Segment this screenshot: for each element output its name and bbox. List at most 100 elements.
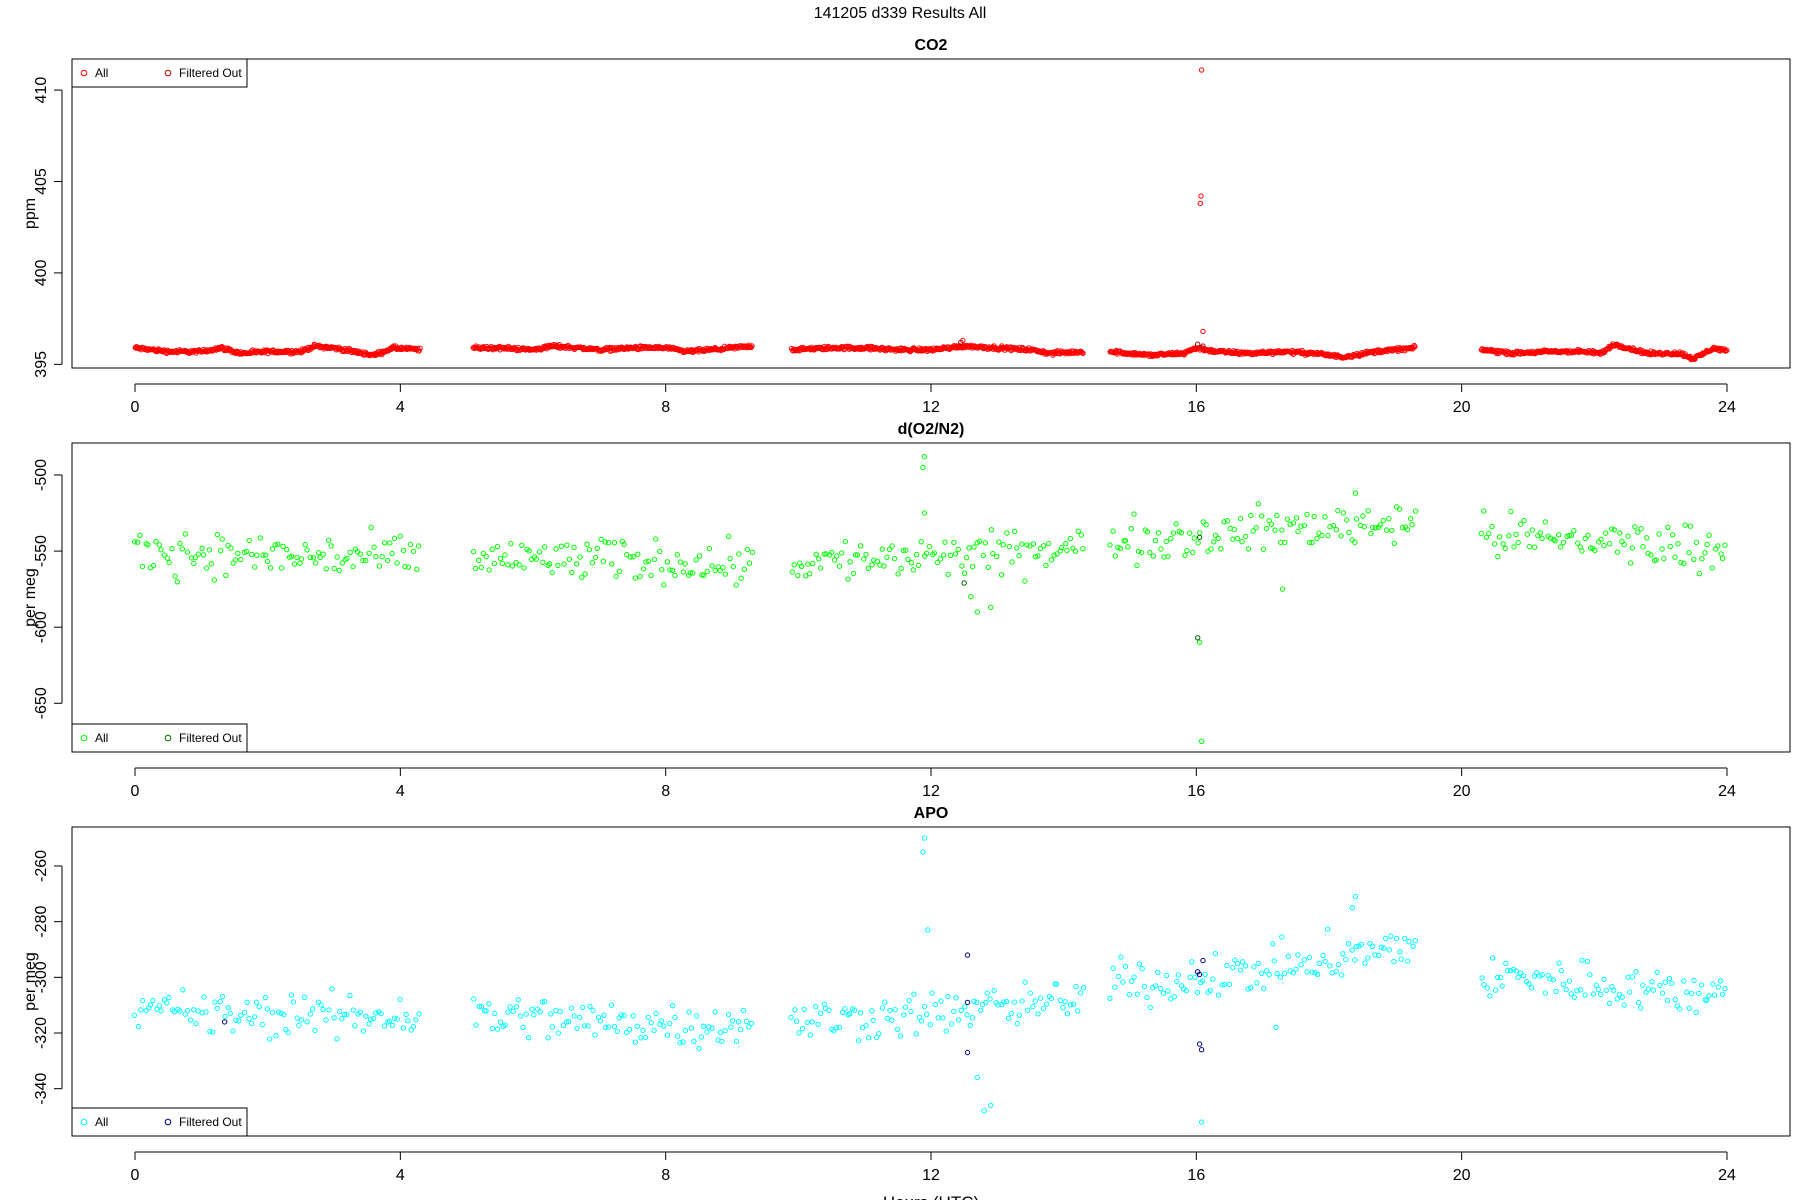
y-tick-label: -500 — [33, 459, 50, 491]
data-point — [911, 991, 917, 997]
data-point — [191, 1007, 197, 1013]
data-point — [344, 1011, 350, 1018]
data-point — [280, 543, 286, 549]
data-point — [373, 553, 379, 560]
data-point — [233, 557, 239, 563]
data-point — [1672, 996, 1679, 1003]
data-point — [1515, 974, 1521, 981]
data-point — [304, 1019, 310, 1025]
data-point — [326, 1007, 332, 1013]
data-point — [648, 572, 654, 579]
data-point — [1150, 553, 1157, 559]
data-point — [1135, 548, 1142, 555]
data-point — [1343, 956, 1349, 963]
data-point — [153, 539, 159, 545]
data-point — [1199, 978, 1206, 984]
data-point — [298, 1017, 305, 1023]
data-point — [414, 566, 420, 572]
data-point — [1353, 943, 1360, 950]
data-point — [1044, 1001, 1050, 1007]
data-point — [1499, 983, 1505, 989]
data-point — [139, 997, 146, 1004]
data-point — [1253, 524, 1259, 531]
data-point — [748, 1020, 755, 1027]
data-point — [1611, 987, 1617, 993]
x-tick-label: 4 — [396, 1167, 405, 1184]
data-point — [560, 1022, 567, 1029]
data-point — [1495, 553, 1501, 560]
data-point — [1006, 543, 1012, 550]
data-point — [736, 551, 742, 557]
data-point — [1219, 982, 1225, 988]
data-point — [246, 537, 252, 544]
data-point — [172, 573, 178, 579]
data-point — [1290, 970, 1297, 976]
data-point — [717, 567, 723, 574]
data-point — [1689, 990, 1695, 997]
data-point — [1503, 960, 1509, 967]
data-point — [1067, 1002, 1074, 1008]
data-point — [1309, 539, 1315, 546]
data-point — [621, 1012, 627, 1019]
data-point — [1125, 544, 1131, 550]
data-point — [924, 1011, 930, 1017]
data-point — [895, 571, 901, 577]
data-point — [1672, 554, 1678, 560]
data-point — [1693, 1009, 1699, 1016]
data-point — [1293, 515, 1300, 521]
data-point — [733, 582, 739, 588]
data-point — [1391, 540, 1398, 547]
data-point — [259, 1021, 265, 1028]
data-point — [826, 1007, 832, 1013]
legend-marker-filtered — [164, 69, 172, 77]
data-point — [1259, 970, 1265, 976]
data-point — [1155, 530, 1162, 536]
data-point — [996, 539, 1002, 545]
data-point — [740, 1007, 747, 1014]
legend-marker-filtered — [164, 1118, 172, 1126]
data-point — [1722, 542, 1728, 548]
data-point — [1211, 539, 1217, 545]
data-point — [236, 1018, 242, 1024]
data-point — [1521, 517, 1527, 524]
data-point — [131, 1012, 138, 1018]
data-point — [632, 575, 638, 581]
data-point — [1383, 527, 1390, 533]
data-point — [952, 551, 959, 557]
outlier-point — [1198, 738, 1205, 744]
data-point — [478, 1003, 485, 1010]
data-point — [1155, 969, 1161, 975]
data-point — [863, 551, 869, 558]
data-point — [531, 1012, 537, 1018]
data-point — [1603, 530, 1609, 536]
data-point — [934, 559, 941, 566]
data-point — [177, 1008, 183, 1014]
data-point — [1556, 960, 1562, 966]
data-point — [667, 567, 673, 573]
data-point — [706, 545, 713, 552]
data-point — [378, 1010, 384, 1017]
filtered-point — [964, 952, 971, 958]
data-point — [801, 1006, 807, 1012]
data-point — [640, 566, 647, 572]
data-point — [1025, 1007, 1031, 1013]
data-point — [871, 557, 877, 563]
data-point — [1192, 974, 1198, 980]
data-point — [696, 553, 703, 559]
data-point — [1004, 998, 1010, 1005]
data-point — [635, 551, 641, 557]
data-point — [579, 574, 585, 580]
data-point — [1255, 501, 1262, 507]
data-point — [476, 557, 482, 563]
y-tick-label: -340 — [33, 1073, 50, 1105]
data-point — [1284, 516, 1291, 522]
data-point — [174, 579, 181, 585]
data-point — [1110, 965, 1116, 971]
data-point — [1030, 541, 1037, 547]
data-point — [601, 1012, 607, 1018]
data-point — [648, 1020, 654, 1026]
data-point — [403, 1011, 409, 1018]
data-point — [1032, 554, 1039, 560]
outlier-point — [1352, 490, 1359, 496]
outlier-point — [1198, 193, 1204, 199]
